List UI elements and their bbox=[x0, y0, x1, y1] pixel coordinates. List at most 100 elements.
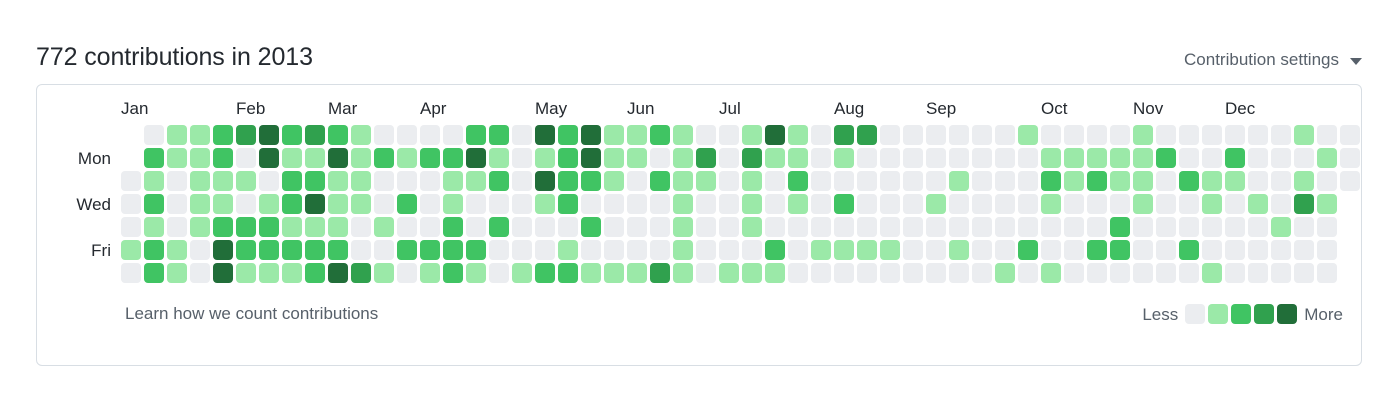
day-cell[interactable] bbox=[236, 217, 256, 237]
day-cell[interactable] bbox=[558, 171, 578, 191]
day-cell[interactable] bbox=[535, 194, 555, 214]
day-cell[interactable] bbox=[972, 125, 992, 145]
day-cell[interactable] bbox=[144, 263, 164, 283]
day-cell[interactable] bbox=[1294, 217, 1314, 237]
day-cell[interactable] bbox=[213, 194, 233, 214]
day-cell[interactable] bbox=[788, 194, 808, 214]
day-cell[interactable] bbox=[1340, 125, 1360, 145]
day-cell[interactable] bbox=[834, 171, 854, 191]
day-cell[interactable] bbox=[949, 171, 969, 191]
day-cell[interactable] bbox=[466, 171, 486, 191]
day-cell[interactable] bbox=[443, 263, 463, 283]
day-cell[interactable] bbox=[328, 263, 348, 283]
day-cell[interactable] bbox=[1133, 240, 1153, 260]
day-cell[interactable] bbox=[1133, 171, 1153, 191]
day-cell[interactable] bbox=[604, 217, 624, 237]
day-cell[interactable] bbox=[1317, 263, 1337, 283]
day-cell[interactable] bbox=[650, 171, 670, 191]
day-cell[interactable] bbox=[857, 217, 877, 237]
day-cell[interactable] bbox=[1018, 240, 1038, 260]
day-cell[interactable] bbox=[282, 240, 302, 260]
day-cell[interactable] bbox=[1156, 194, 1176, 214]
day-cell[interactable] bbox=[397, 263, 417, 283]
day-cell[interactable] bbox=[995, 240, 1015, 260]
day-cell[interactable] bbox=[1041, 263, 1061, 283]
day-cell[interactable] bbox=[1018, 217, 1038, 237]
day-cell[interactable] bbox=[903, 217, 923, 237]
day-cell[interactable] bbox=[1294, 240, 1314, 260]
day-cell[interactable] bbox=[880, 194, 900, 214]
day-cell[interactable] bbox=[420, 171, 440, 191]
day-cell[interactable] bbox=[903, 148, 923, 168]
day-cell[interactable] bbox=[351, 194, 371, 214]
day-cell[interactable] bbox=[443, 148, 463, 168]
day-cell[interactable] bbox=[1041, 240, 1061, 260]
day-cell[interactable] bbox=[236, 148, 256, 168]
day-cell[interactable] bbox=[696, 194, 716, 214]
day-cell[interactable] bbox=[328, 194, 348, 214]
day-cell[interactable] bbox=[1225, 194, 1245, 214]
day-cell[interactable] bbox=[1271, 148, 1291, 168]
day-cell[interactable] bbox=[1271, 217, 1291, 237]
day-cell[interactable] bbox=[144, 148, 164, 168]
day-cell[interactable] bbox=[305, 148, 325, 168]
day-cell[interactable] bbox=[995, 217, 1015, 237]
day-cell[interactable] bbox=[282, 125, 302, 145]
day-cell[interactable] bbox=[420, 148, 440, 168]
learn-how-we-count-link[interactable]: Learn how we count contributions bbox=[125, 304, 379, 323]
day-cell[interactable] bbox=[1179, 217, 1199, 237]
day-cell[interactable] bbox=[972, 194, 992, 214]
day-cell[interactable] bbox=[328, 240, 348, 260]
day-cell[interactable] bbox=[466, 148, 486, 168]
day-cell[interactable] bbox=[926, 125, 946, 145]
day-cell[interactable] bbox=[903, 171, 923, 191]
day-cell[interactable] bbox=[466, 194, 486, 214]
day-cell[interactable] bbox=[696, 263, 716, 283]
day-cell[interactable] bbox=[305, 263, 325, 283]
day-cell[interactable] bbox=[282, 263, 302, 283]
day-cell[interactable] bbox=[903, 240, 923, 260]
day-cell[interactable] bbox=[121, 217, 141, 237]
day-cell[interactable] bbox=[1248, 263, 1268, 283]
day-cell[interactable] bbox=[788, 125, 808, 145]
day-cell[interactable] bbox=[259, 171, 279, 191]
day-cell[interactable] bbox=[995, 148, 1015, 168]
day-cell[interactable] bbox=[167, 217, 187, 237]
day-cell[interactable] bbox=[581, 240, 601, 260]
day-cell[interactable] bbox=[1317, 171, 1337, 191]
day-cell[interactable] bbox=[926, 194, 946, 214]
day-cell[interactable] bbox=[558, 148, 578, 168]
day-cell[interactable] bbox=[627, 240, 647, 260]
day-cell[interactable] bbox=[1202, 263, 1222, 283]
day-cell[interactable] bbox=[1179, 148, 1199, 168]
day-cell[interactable] bbox=[903, 263, 923, 283]
day-cell[interactable] bbox=[880, 263, 900, 283]
day-cell[interactable] bbox=[857, 125, 877, 145]
day-cell[interactable] bbox=[236, 171, 256, 191]
day-cell[interactable] bbox=[1064, 217, 1084, 237]
day-cell[interactable] bbox=[926, 148, 946, 168]
day-cell[interactable] bbox=[1271, 171, 1291, 191]
day-cell[interactable] bbox=[995, 194, 1015, 214]
day-cell[interactable] bbox=[558, 240, 578, 260]
day-cell[interactable] bbox=[1064, 263, 1084, 283]
day-cell[interactable] bbox=[581, 263, 601, 283]
day-cell[interactable] bbox=[604, 263, 624, 283]
day-cell[interactable] bbox=[604, 148, 624, 168]
day-cell[interactable] bbox=[305, 217, 325, 237]
day-cell[interactable] bbox=[880, 217, 900, 237]
day-cell[interactable] bbox=[581, 171, 601, 191]
day-cell[interactable] bbox=[213, 240, 233, 260]
day-cell[interactable] bbox=[351, 148, 371, 168]
day-cell[interactable] bbox=[328, 148, 348, 168]
day-cell[interactable] bbox=[489, 240, 509, 260]
day-cell[interactable] bbox=[443, 125, 463, 145]
day-cell[interactable] bbox=[397, 148, 417, 168]
day-cell[interactable] bbox=[167, 148, 187, 168]
day-cell[interactable] bbox=[1248, 171, 1268, 191]
day-cell[interactable] bbox=[972, 240, 992, 260]
day-cell[interactable] bbox=[1087, 171, 1107, 191]
day-cell[interactable] bbox=[811, 148, 831, 168]
day-cell[interactable] bbox=[466, 217, 486, 237]
day-cell[interactable] bbox=[719, 171, 739, 191]
